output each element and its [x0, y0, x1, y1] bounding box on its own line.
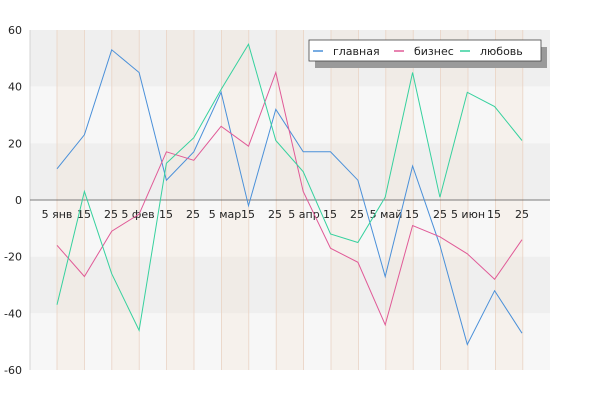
- x-tick-label: 15: [77, 208, 91, 221]
- x-tick-label: 25: [350, 208, 364, 221]
- y-tick-label: -20: [4, 251, 22, 264]
- x-tick-label: 15: [487, 208, 501, 221]
- legend: главная бизнес любовь: [308, 39, 547, 68]
- y-tick-label: -40: [4, 307, 22, 320]
- series-line: [56, 70, 523, 327]
- legend-label: любовь: [480, 45, 523, 58]
- y-tick-label: 60: [8, 24, 22, 37]
- series-lines: [56, 42, 523, 346]
- x-tick-label: 25: [515, 208, 529, 221]
- x-tick-label: 15: [405, 208, 419, 221]
- x-tick-label: 5 янв: [42, 208, 73, 221]
- x-tick-label: 5 мар: [209, 208, 242, 221]
- y-tick-label: -60: [4, 364, 22, 377]
- x-tick-label: 15: [241, 208, 255, 221]
- x-tick-label: 5 июн: [451, 208, 485, 221]
- x-tick-label: 15: [323, 208, 337, 221]
- legend-label: главная: [333, 45, 380, 58]
- plot-band: [30, 143, 550, 200]
- legend-box: [308, 39, 542, 62]
- x-tick-label: 25: [186, 208, 200, 221]
- x-tick-label: 25: [268, 208, 282, 221]
- x-tick-label: 5 апр: [288, 208, 319, 221]
- y-tick-label: 20: [8, 137, 22, 150]
- legend-label: бизнес: [414, 45, 454, 58]
- y-tick-label: 0: [15, 194, 22, 207]
- series-line: [56, 42, 523, 332]
- y-tick-label: 40: [8, 81, 22, 94]
- y-axis: 60 40 20 0 -20 -40 -60: [4, 24, 22, 377]
- x-tick-label: 15: [159, 208, 173, 221]
- x-tick-label: 25: [104, 208, 118, 221]
- x-tick-label: 5 май: [370, 208, 403, 221]
- plot-band: [30, 313, 550, 370]
- x-tick-label: 25: [433, 208, 447, 221]
